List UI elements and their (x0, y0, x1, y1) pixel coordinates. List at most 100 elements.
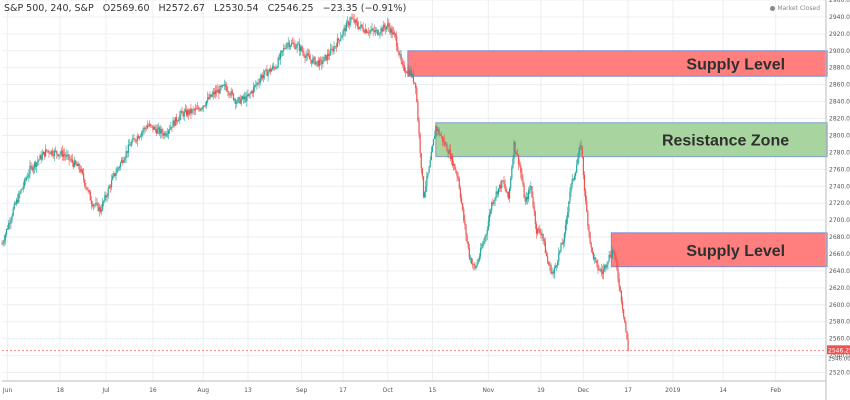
candle-body (430, 151, 432, 161)
candle-body (220, 86, 222, 87)
candle-body (106, 195, 108, 198)
candle-body (573, 176, 576, 180)
candle-body (475, 266, 477, 269)
candle-body (460, 197, 463, 204)
candle-body (31, 166, 33, 171)
candle-body (465, 224, 467, 236)
candle-body (569, 191, 571, 202)
candle-body (293, 43, 295, 45)
candle-body (145, 128, 147, 129)
candle-body (473, 264, 475, 266)
candle-body (337, 38, 340, 40)
candle-body (46, 149, 48, 151)
candle-body (153, 126, 155, 130)
y-tick-label: 2680.00 (829, 234, 850, 241)
candle-body (117, 167, 119, 169)
candle-body (529, 189, 531, 191)
candle-body (80, 169, 82, 172)
y-tick-label: 2940.00 (829, 14, 850, 21)
candle-body (11, 215, 13, 220)
candle-body (247, 94, 249, 97)
candle-body (333, 46, 335, 52)
candle-body (267, 71, 269, 76)
candle-body (45, 149, 47, 157)
candle-body (411, 73, 413, 77)
candle-body (598, 269, 600, 271)
candle-body (27, 176, 29, 178)
candle-body (292, 42, 294, 44)
candle-body (424, 192, 426, 198)
candle-body (207, 97, 209, 101)
candle-body (365, 29, 368, 33)
candle-body (393, 32, 396, 34)
candle-body (171, 126, 173, 128)
candle-body (534, 211, 536, 225)
candle-body (540, 232, 542, 236)
candle-body (22, 186, 24, 189)
candle-body (457, 176, 459, 179)
candle-body (413, 82, 416, 84)
candle-body (306, 53, 308, 56)
candle-body (420, 153, 422, 169)
candle-body (15, 199, 18, 205)
candle-body (221, 85, 223, 87)
candle-body (150, 124, 152, 126)
candle-body (173, 120, 175, 126)
candle-body (105, 195, 107, 198)
candle-body (600, 269, 602, 272)
candle-body (254, 85, 256, 87)
candle-body (199, 109, 201, 111)
candle-body (409, 69, 411, 75)
candle-body (331, 48, 333, 50)
x-tick-label: 17 (339, 387, 347, 394)
candle-body (391, 28, 393, 35)
candle-body (625, 322, 627, 332)
candle-body (266, 69, 268, 76)
candle-body (498, 184, 501, 189)
candle-body (539, 229, 541, 233)
candle-body (624, 316, 626, 323)
candle-body (49, 153, 51, 155)
candle-body (326, 53, 328, 61)
candle-body (174, 116, 176, 126)
candle-body (455, 169, 457, 173)
candle-body (627, 339, 629, 351)
candle-body (108, 186, 110, 189)
candle-body (278, 57, 280, 60)
candle-body (67, 154, 69, 156)
close-value: C2546.25 (267, 3, 314, 14)
candle-body (606, 264, 608, 268)
candle-body (245, 96, 247, 102)
candle-body (78, 163, 80, 170)
candle-body (378, 34, 380, 36)
candle-body (62, 154, 65, 157)
candle-body (355, 20, 358, 23)
candle-body (464, 220, 466, 225)
candle-body (197, 107, 199, 109)
candle-body (400, 54, 402, 61)
candle-body (439, 134, 441, 136)
candle-body (453, 163, 455, 166)
candle-body (387, 23, 389, 27)
candle-body (271, 66, 274, 70)
candle-body (602, 268, 605, 274)
symbol-label[interactable]: S&P 500, 240, S&P (4, 3, 94, 14)
candle-body (140, 135, 142, 137)
last-price: 2546.25 2546.00 (2, 345, 850, 362)
candle-body (434, 136, 436, 139)
y-tick-label: 2840.00 (829, 99, 850, 106)
candle-body (601, 271, 603, 274)
candle-body (72, 162, 75, 167)
y-tick-label: 2720.00 (829, 200, 850, 207)
candle-body (432, 138, 435, 146)
candle-body (100, 209, 103, 212)
candle-body (347, 21, 350, 26)
candle-body (94, 204, 96, 206)
candle-body (138, 136, 141, 139)
candle-body (287, 42, 289, 44)
candle-body (527, 190, 530, 200)
candle-body (209, 94, 211, 99)
candle-body (233, 99, 236, 101)
candle-body (316, 60, 318, 62)
candle-body (241, 96, 243, 100)
